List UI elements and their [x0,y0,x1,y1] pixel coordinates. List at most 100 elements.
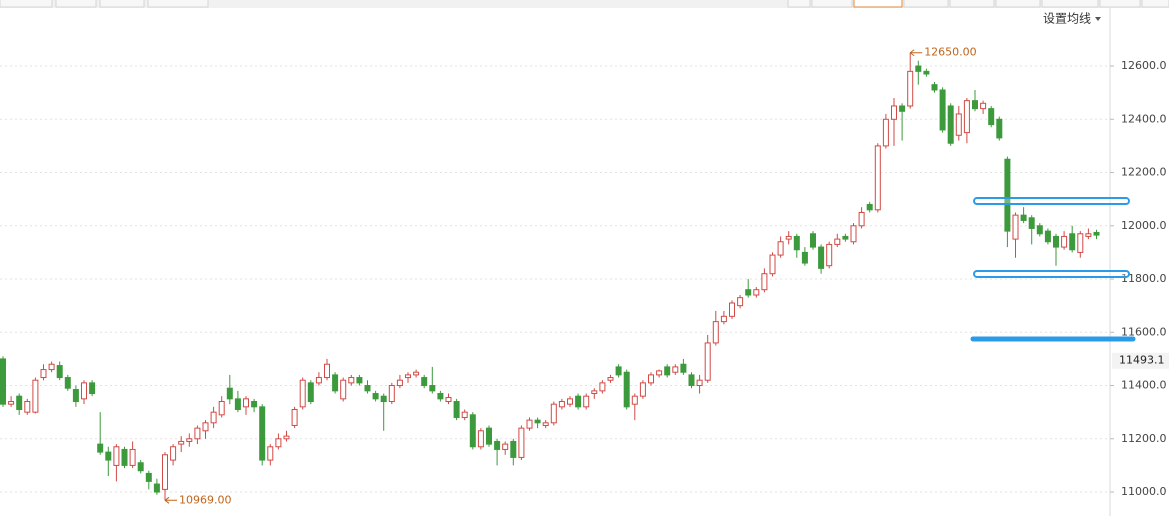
y-tick-label: 11200.0 [1121,432,1167,445]
candle-body [364,385,371,392]
candle-body [1044,230,1051,243]
candle-body [121,448,128,466]
candle-body [591,390,598,395]
candle-body [777,241,784,256]
candle-body [429,385,436,392]
tab[interactable] [147,0,209,8]
candle-body [348,377,355,384]
candle-body [972,100,978,110]
candle-body [874,145,881,211]
ma-button[interactable]: 设置均线 [1043,12,1091,26]
candle-body [648,374,654,384]
candle-body [801,251,808,264]
candle-body [324,363,330,379]
candle-body [680,363,687,373]
candle-body [793,235,800,251]
candle-body [988,108,995,126]
candle-body [89,382,96,395]
candle-body [785,235,792,240]
candle-body [1069,233,1076,251]
candle-body [704,342,711,381]
candle-body [1093,231,1100,236]
candle-body [299,379,306,408]
drawn-line [973,269,1130,278]
candle-body [550,403,557,424]
candle-body [761,273,768,291]
candle-body [413,371,420,376]
candle-body [202,422,209,432]
candle-body [931,84,938,91]
candle-body [712,321,719,344]
tab-bar [0,0,1169,8]
candle-body [567,398,573,405]
tab[interactable] [1141,0,1169,8]
candle-body [486,427,492,445]
candle-body [672,366,679,373]
candle-body [315,377,322,384]
tabs [0,0,1169,8]
candle-body [1061,235,1068,248]
candle-body [267,446,274,461]
candle-body [421,377,428,387]
candle-body [340,379,347,400]
candle-body [955,113,962,136]
tab[interactable] [55,0,97,8]
candle-body [923,70,930,75]
candle-body [1028,217,1035,229]
candle-body [899,105,906,112]
tab[interactable] [99,0,145,8]
max-arrow [909,49,923,57]
candle-body [145,472,152,482]
candle-body [858,211,865,227]
candle-body [259,406,266,461]
candle-body [153,483,160,493]
max-label: 12650.00 [924,46,977,59]
y-tick-label: 11800.0 [1121,272,1167,285]
dropdown-arrow [1095,17,1101,21]
candle-body [170,446,177,461]
last-price-label: 11493.1 [1119,354,1165,367]
candle-body [810,233,816,248]
tab[interactable] [949,0,995,8]
candle-body [526,419,533,429]
y-tick-label: 11400.0 [1121,379,1167,392]
candle-body [162,454,168,490]
candle-body [1077,233,1084,253]
tab[interactable] [903,0,949,8]
candle-body [226,387,233,400]
min-arrow [164,496,177,504]
y-tick-label: 12600.0 [1121,59,1167,72]
tab[interactable] [787,0,811,8]
candle-body [405,374,411,379]
candle-body [607,377,614,381]
candle-body [137,462,144,472]
tab[interactable] [1041,0,1099,8]
candle-body [631,395,638,405]
drawn-line [973,197,1130,206]
candle-body [24,401,31,413]
candle-body [688,374,695,387]
candle-body [656,370,663,376]
tab[interactable] [811,0,853,8]
candle-body [0,358,6,405]
tab[interactable] [995,0,1041,8]
candle-body [1012,214,1019,240]
candle-body [818,246,825,269]
tab[interactable] [0,0,53,8]
candle-body [891,105,897,120]
candle-body [518,427,525,458]
candle-body [218,401,225,416]
candle-body [866,203,873,211]
tab[interactable] [1099,0,1141,8]
candle-body [1004,158,1011,232]
candle-body [737,297,744,307]
candle-body [56,365,63,379]
tab[interactable] [853,0,903,8]
candle-body [356,377,363,384]
candle-body [291,408,298,426]
candle-body [842,235,849,240]
candle-body [1036,225,1043,235]
candle-body [510,440,517,458]
last-price-box [1112,352,1169,369]
candle-body [494,440,501,450]
